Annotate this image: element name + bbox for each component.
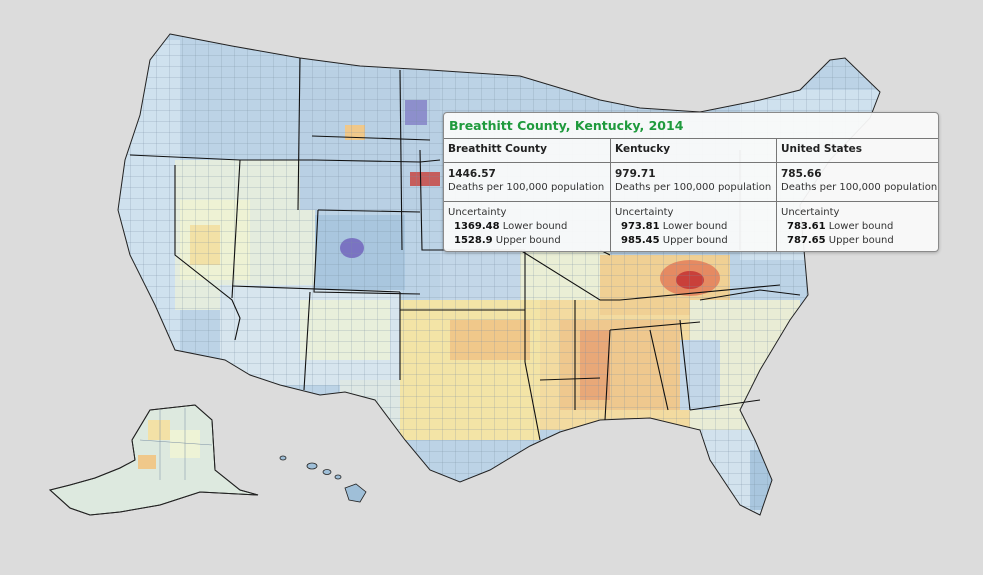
- upper-bound: 787.65 Upper bound: [787, 235, 894, 246]
- column-header: Kentucky: [615, 143, 671, 155]
- upper-bound: 1528.9 Upper bound: [454, 235, 561, 246]
- uncertainty-label: Uncertainty: [448, 207, 507, 218]
- tooltip-divider: [444, 162, 938, 163]
- rate-unit: Deaths per 100,000 population: [781, 182, 938, 193]
- lower-bound: 783.61 Lower bound: [787, 221, 894, 232]
- contiguous-us: [117, 33, 881, 516]
- death-rate-value: 785.66: [781, 168, 822, 180]
- tooltip-title: Breathitt County, Kentucky, 2014: [449, 118, 684, 133]
- lower-bound: 1369.48 Lower bound: [454, 221, 568, 232]
- death-rate-value: 979.71: [615, 168, 656, 180]
- tooltip-divider: [444, 138, 938, 139]
- county-tooltip: Breathitt County, Kentucky, 2014 Breathi…: [443, 112, 939, 252]
- tooltip-column-county: Breathitt County 1446.57 Deaths per 100,…: [444, 138, 610, 252]
- region-fills: [118, 34, 880, 515]
- column-header: Breathitt County: [448, 143, 547, 155]
- rate-unit: Deaths per 100,000 population: [615, 182, 772, 193]
- upper-bound: 985.45 Upper bound: [621, 235, 728, 246]
- tooltip-column-national: United States 785.66 Deaths per 100,000 …: [776, 138, 938, 252]
- uncertainty-label: Uncertainty: [781, 207, 840, 218]
- death-rate-value: 1446.57: [448, 168, 496, 180]
- hawaii: [279, 455, 367, 503]
- lower-bound: 973.81 Lower bound: [621, 221, 728, 232]
- column-header: United States: [781, 143, 862, 155]
- alaska: [48, 404, 259, 516]
- tooltip-divider: [444, 201, 938, 202]
- uncertainty-label: Uncertainty: [615, 207, 674, 218]
- rate-unit: Deaths per 100,000 population: [448, 182, 605, 193]
- tooltip-column-state: Kentucky 979.71 Deaths per 100,000 popul…: [610, 138, 776, 252]
